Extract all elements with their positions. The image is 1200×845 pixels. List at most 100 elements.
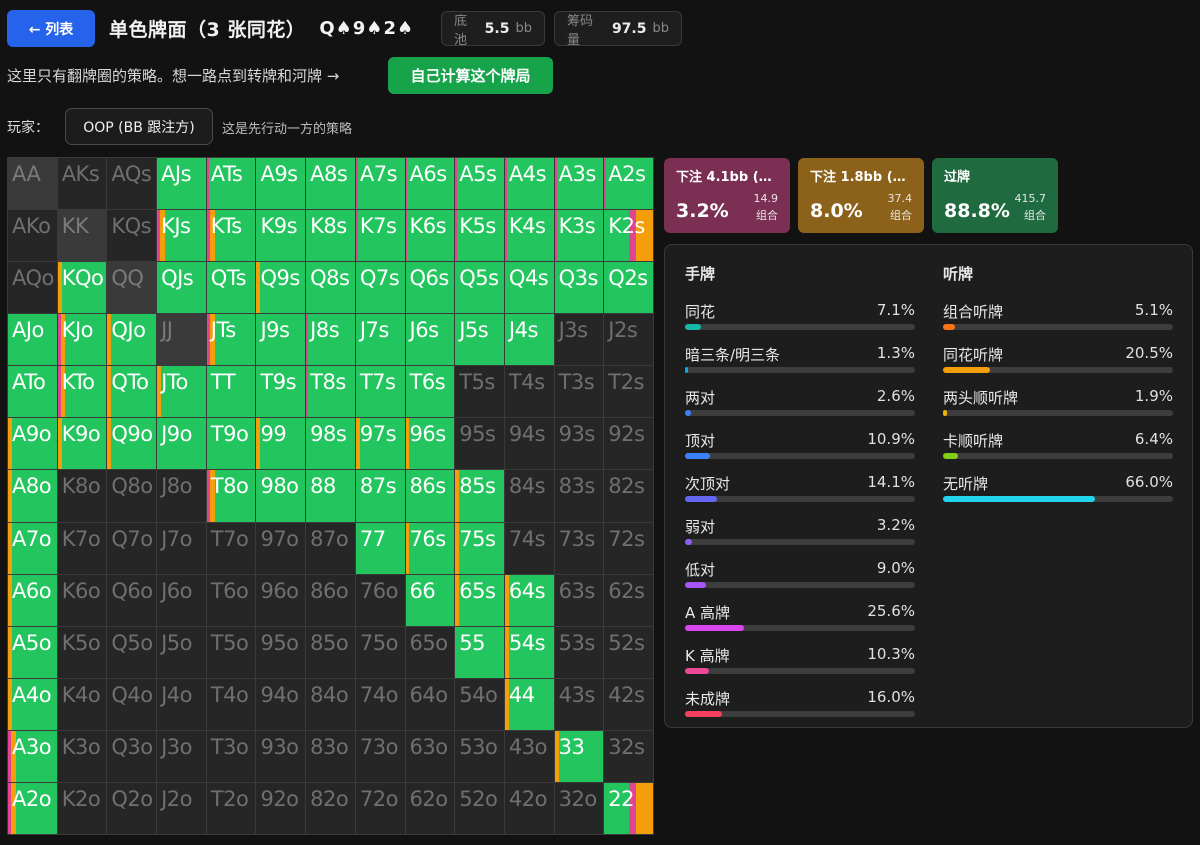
hand-cell-K2o[interactable]: K2o (57, 782, 107, 834)
hand-cell-KK[interactable]: KK (57, 210, 107, 262)
hand-cell-QQ[interactable]: QQ (107, 262, 157, 314)
hand-cell-97o[interactable]: 97o (256, 522, 306, 574)
hand-cell-T5s[interactable]: T5s (455, 366, 504, 418)
hand-cell-T6o[interactable]: T6o (206, 574, 256, 626)
hand-cell-A8s[interactable]: A8s (306, 158, 355, 210)
hand-cell-T7o[interactable]: T7o (206, 522, 256, 574)
hand-cell-77[interactable]: 77 (355, 522, 405, 574)
hand-cell-43o[interactable]: 43o (504, 730, 554, 782)
hand-cell-AQo[interactable]: AQo (8, 262, 57, 314)
hand-cell-K8s[interactable]: K8s (306, 210, 355, 262)
hand-cell-73o[interactable]: 73o (355, 730, 405, 782)
hand-cell-93s[interactable]: 93s (554, 418, 604, 470)
hand-cell-65s[interactable]: 65s (455, 574, 504, 626)
player-select[interactable]: OOP (BB 跟注方) (65, 108, 213, 145)
hand-cell-JTs[interactable]: JTs (206, 314, 256, 366)
hand-cell-K6s[interactable]: K6s (405, 210, 455, 262)
hand-cell-TT[interactable]: TT (206, 366, 256, 418)
hand-cell-76s[interactable]: 76s (405, 522, 455, 574)
hand-cell-42s[interactable]: 42s (604, 678, 653, 730)
hand-cell-43s[interactable]: 43s (554, 678, 604, 730)
hand-cell-98o[interactable]: 98o (256, 470, 306, 522)
hand-cell-Q8o[interactable]: Q8o (107, 470, 157, 522)
hand-cell-55[interactable]: 55 (455, 626, 504, 678)
hand-cell-Q5o[interactable]: Q5o (107, 626, 157, 678)
hand-cell-72o[interactable]: 72o (355, 782, 405, 834)
hand-cell-A5o[interactable]: A5o (8, 626, 57, 678)
hand-cell-K2s[interactable]: K2s (604, 210, 653, 262)
hand-cell-88[interactable]: 88 (306, 470, 355, 522)
hand-cell-96o[interactable]: 96o (256, 574, 306, 626)
hand-cell-63s[interactable]: 63s (554, 574, 604, 626)
hand-cell-AQs[interactable]: AQs (107, 158, 157, 210)
hand-cell-J4s[interactable]: J4s (504, 314, 554, 366)
action-bet-small[interactable]: 下注 1.8bb (… 8.0% 37.4 组合 (798, 158, 924, 233)
hand-cell-84o[interactable]: 84o (306, 678, 355, 730)
hand-cell-T8o[interactable]: T8o (206, 470, 256, 522)
hand-cell-J5o[interactable]: J5o (157, 626, 206, 678)
hand-cell-64s[interactable]: 64s (504, 574, 554, 626)
hand-cell-54o[interactable]: 54o (455, 678, 504, 730)
hand-cell-A4o[interactable]: A4o (8, 678, 57, 730)
hand-cell-T4o[interactable]: T4o (206, 678, 256, 730)
hand-cell-ATs[interactable]: ATs (206, 158, 256, 210)
hand-cell-AJs[interactable]: AJs (157, 158, 206, 210)
hand-cell-95s[interactable]: 95s (455, 418, 504, 470)
hand-cell-72s[interactable]: 72s (604, 522, 653, 574)
hand-cell-Q7o[interactable]: Q7o (107, 522, 157, 574)
hand-cell-K9s[interactable]: K9s (256, 210, 306, 262)
hand-cell-T7s[interactable]: T7s (355, 366, 405, 418)
hand-cell-KJo[interactable]: KJo (57, 314, 107, 366)
hand-cell-KJs[interactable]: KJs (157, 210, 206, 262)
hand-cell-A3o[interactable]: A3o (8, 730, 57, 782)
hand-cell-A2o[interactable]: A2o (8, 782, 57, 834)
hand-cell-Q3s[interactable]: Q3s (554, 262, 604, 314)
hand-cell-66[interactable]: 66 (405, 574, 455, 626)
hand-cell-53o[interactable]: 53o (455, 730, 504, 782)
hand-cell-T9s[interactable]: T9s (256, 366, 306, 418)
hand-cell-A7s[interactable]: A7s (355, 158, 405, 210)
hand-cell-T8s[interactable]: T8s (306, 366, 355, 418)
hand-cell-44[interactable]: 44 (504, 678, 554, 730)
hand-cell-73s[interactable]: 73s (554, 522, 604, 574)
hand-cell-AA[interactable]: AA (8, 158, 57, 210)
hand-cell-53s[interactable]: 53s (554, 626, 604, 678)
hand-cell-T9o[interactable]: T9o (206, 418, 256, 470)
hand-cell-A6o[interactable]: A6o (8, 574, 57, 626)
hand-cell-K3s[interactable]: K3s (554, 210, 604, 262)
hand-cell-K8o[interactable]: K8o (57, 470, 107, 522)
calculate-spot-button[interactable]: 自己计算这个牌局 (388, 57, 553, 94)
hand-cell-62o[interactable]: 62o (405, 782, 455, 834)
hand-cell-K4o[interactable]: K4o (57, 678, 107, 730)
back-to-list-button[interactable]: ← 列表 (7, 10, 95, 47)
hand-cell-KQo[interactable]: KQo (57, 262, 107, 314)
hand-cell-97s[interactable]: 97s (355, 418, 405, 470)
hand-cell-76o[interactable]: 76o (355, 574, 405, 626)
hand-cell-AKo[interactable]: AKo (8, 210, 57, 262)
hand-cell-Q5s[interactable]: Q5s (455, 262, 504, 314)
hand-cell-QTs[interactable]: QTs (206, 262, 256, 314)
hand-cell-Q6s[interactable]: Q6s (405, 262, 455, 314)
hand-cell-KTo[interactable]: KTo (57, 366, 107, 418)
hand-cell-75s[interactable]: 75s (455, 522, 504, 574)
hand-cell-K4s[interactable]: K4s (504, 210, 554, 262)
hand-cell-87o[interactable]: 87o (306, 522, 355, 574)
hand-cell-KTs[interactable]: KTs (206, 210, 256, 262)
hand-cell-T4s[interactable]: T4s (504, 366, 554, 418)
hand-cell-A8o[interactable]: A8o (8, 470, 57, 522)
hand-cell-Q9s[interactable]: Q9s (256, 262, 306, 314)
hand-cell-T2o[interactable]: T2o (206, 782, 256, 834)
hand-cell-AJo[interactable]: AJo (8, 314, 57, 366)
hand-cell-96s[interactable]: 96s (405, 418, 455, 470)
hand-cell-J5s[interactable]: J5s (455, 314, 504, 366)
hand-cell-QTo[interactable]: QTo (107, 366, 157, 418)
hand-cell-JJ[interactable]: JJ (157, 314, 206, 366)
hand-cell-A5s[interactable]: A5s (455, 158, 504, 210)
hand-cell-A7o[interactable]: A7o (8, 522, 57, 574)
hand-cell-93o[interactable]: 93o (256, 730, 306, 782)
hand-cell-95o[interactable]: 95o (256, 626, 306, 678)
hand-cell-J3s[interactable]: J3s (554, 314, 604, 366)
hand-cell-Q8s[interactable]: Q8s (306, 262, 355, 314)
hand-cell-Q3o[interactable]: Q3o (107, 730, 157, 782)
hand-cell-K5s[interactable]: K5s (455, 210, 504, 262)
